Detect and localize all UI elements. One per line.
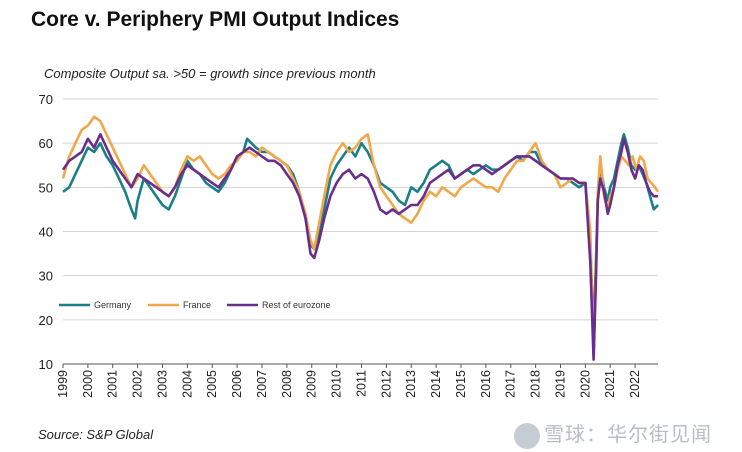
x-tick-label: 2014 [429, 370, 443, 398]
x-tick-label: 2002 [131, 370, 145, 398]
y-tick-label: 50 [39, 180, 53, 195]
chart-title: Core v. Periphery PMI Output Indices [31, 8, 400, 31]
y-tick-label: 30 [39, 269, 53, 284]
source-note: Source: S&P Global [38, 427, 154, 442]
x-tick-label: 2003 [155, 370, 169, 398]
y-tick-label: 70 [39, 92, 53, 107]
series-line-germany [62, 133, 659, 335]
y-tick-label: 40 [39, 225, 53, 240]
snowball-logo-icon [514, 422, 540, 449]
y-tick-label: 60 [39, 136, 53, 151]
x-tick-label: 2020 [578, 370, 592, 398]
legend: Germany France Rest of eurozone [59, 300, 331, 310]
x-tick-label: 2022 [628, 370, 642, 398]
x-tick-label: 1999 [56, 370, 70, 398]
x-tick-label: 2012 [379, 370, 393, 398]
x-tick-label: 2001 [106, 370, 120, 398]
x-axis: 1999 2000 2001 2002 2003 2004 2005 2006 2007 2008… [56, 363, 658, 398]
y-axis: 10 20 30 40 50 60 70 [39, 92, 53, 372]
x-tick-label: 2000 [81, 370, 95, 398]
series-lines [61, 115, 660, 361]
chart-subtitle: Composite Output sa. >50 = growth since … [44, 66, 376, 81]
x-tick-label: 2007 [255, 370, 269, 398]
y-tick-label: 10 [39, 357, 53, 372]
x-tick-label: 2005 [205, 370, 219, 398]
x-tick-label: 2015 [454, 370, 468, 398]
x-tick-label: 2006 [230, 370, 244, 398]
x-tick-label: 2009 [305, 370, 319, 398]
legend-label: Germany [94, 300, 132, 310]
legend-label: France [183, 300, 211, 310]
x-tick-label: 2004 [180, 370, 194, 398]
gridlines [63, 98, 658, 321]
x-tick-label: 2013 [404, 370, 418, 398]
x-tick-label: 2021 [603, 370, 617, 398]
x-tick-label: 2018 [529, 370, 543, 398]
x-tick-label: 2010 [330, 370, 344, 398]
x-tick-label: 2011 [354, 370, 368, 397]
legend-label: Rest of eurozone [262, 300, 331, 310]
x-tick-label: 2008 [280, 370, 294, 398]
x-tick-label: 2016 [479, 370, 493, 398]
watermark: 雪球：华尔街见闻 [514, 418, 712, 449]
y-tick-label: 20 [39, 313, 53, 328]
x-tick-label: 2017 [504, 370, 518, 398]
x-tick-label: 2019 [553, 370, 567, 398]
series-line-rest-of-eurozone [61, 133, 658, 361]
watermark-text: 雪球：华尔街见闻 [544, 422, 712, 446]
